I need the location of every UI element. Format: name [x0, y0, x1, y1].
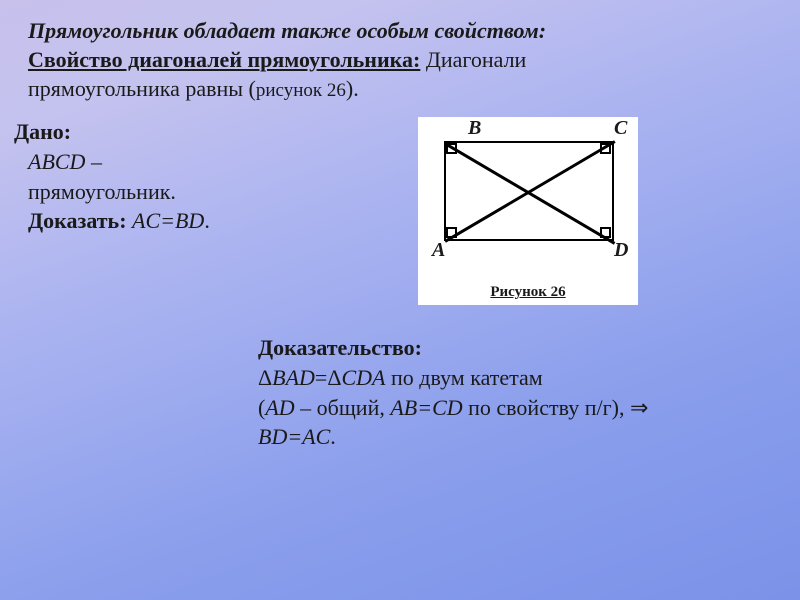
prove-dot: . [204, 208, 210, 233]
p2b: AD [265, 395, 294, 420]
p1c: =Δ [315, 365, 342, 390]
intro-block: Прямоугольник обладает также особым свой… [28, 16, 772, 103]
figure-wrap: B C A D Рисунок 26 [418, 117, 638, 305]
property-title: Свойство диагоналей прямоугольника: [28, 47, 420, 72]
p1b: BAD [272, 365, 315, 390]
given-dash: – [85, 149, 102, 174]
given-line2: прямоугольник. [28, 177, 248, 207]
vertex-d: D [614, 239, 628, 262]
intro-ref: рисунок 26 [256, 80, 346, 101]
p2e: по свойству п/г), ⇒ [463, 395, 649, 420]
vertex-b: B [468, 117, 481, 140]
intro-line1: Прямоугольник обладает также особым свой… [28, 18, 546, 43]
intro-line2a: Диагонали [420, 47, 526, 72]
proof-block: Доказательство: ΔBAD=ΔCDA по двум катета… [258, 333, 772, 452]
intro-line2b: прямоугольника равны ( [28, 76, 256, 101]
proof-line3: BD=AC. [258, 422, 772, 452]
slide: Прямоугольник обладает также особым свой… [0, 0, 800, 600]
proof-line2: (AD – общий, AB=CD по свойству п/г), ⇒ [258, 393, 772, 423]
figure: B C A D [418, 117, 638, 283]
p3a: BD=AC [258, 424, 330, 449]
right-angle-b [446, 143, 457, 154]
p1e: по двум катетам [385, 365, 542, 390]
p3b: . [330, 424, 336, 449]
prove-val: AC=BD [127, 208, 205, 233]
given-label: Дано: [14, 117, 234, 147]
right-angle-c [600, 143, 611, 154]
p2d: AB=CD [390, 395, 462, 420]
prove-line: Доказать: AC=BD. [28, 206, 248, 236]
p2c: – общий, [295, 395, 391, 420]
vertex-c: C [614, 117, 627, 140]
p1d: CDA [341, 365, 385, 390]
intro-line2c: ). [346, 76, 359, 101]
given-line1: ABCD – [28, 147, 248, 177]
p1a: Δ [258, 365, 272, 390]
figure-caption: Рисунок 26 [418, 283, 638, 305]
given-abcd: ABCD [28, 149, 85, 174]
prove-label: Доказать: [28, 208, 127, 233]
right-angle-a [446, 227, 457, 238]
vertex-a: A [432, 239, 445, 262]
right-angle-d [600, 227, 611, 238]
proof-line1: ΔBAD=ΔCDA по двум катетам [258, 363, 772, 393]
proof-label: Доказательство: [258, 333, 772, 363]
given-block: Дано: ABCD – прямоугольник. Доказать: AC… [28, 117, 248, 236]
given-and-figure-row: Дано: ABCD – прямоугольник. Доказать: AC… [28, 117, 772, 305]
